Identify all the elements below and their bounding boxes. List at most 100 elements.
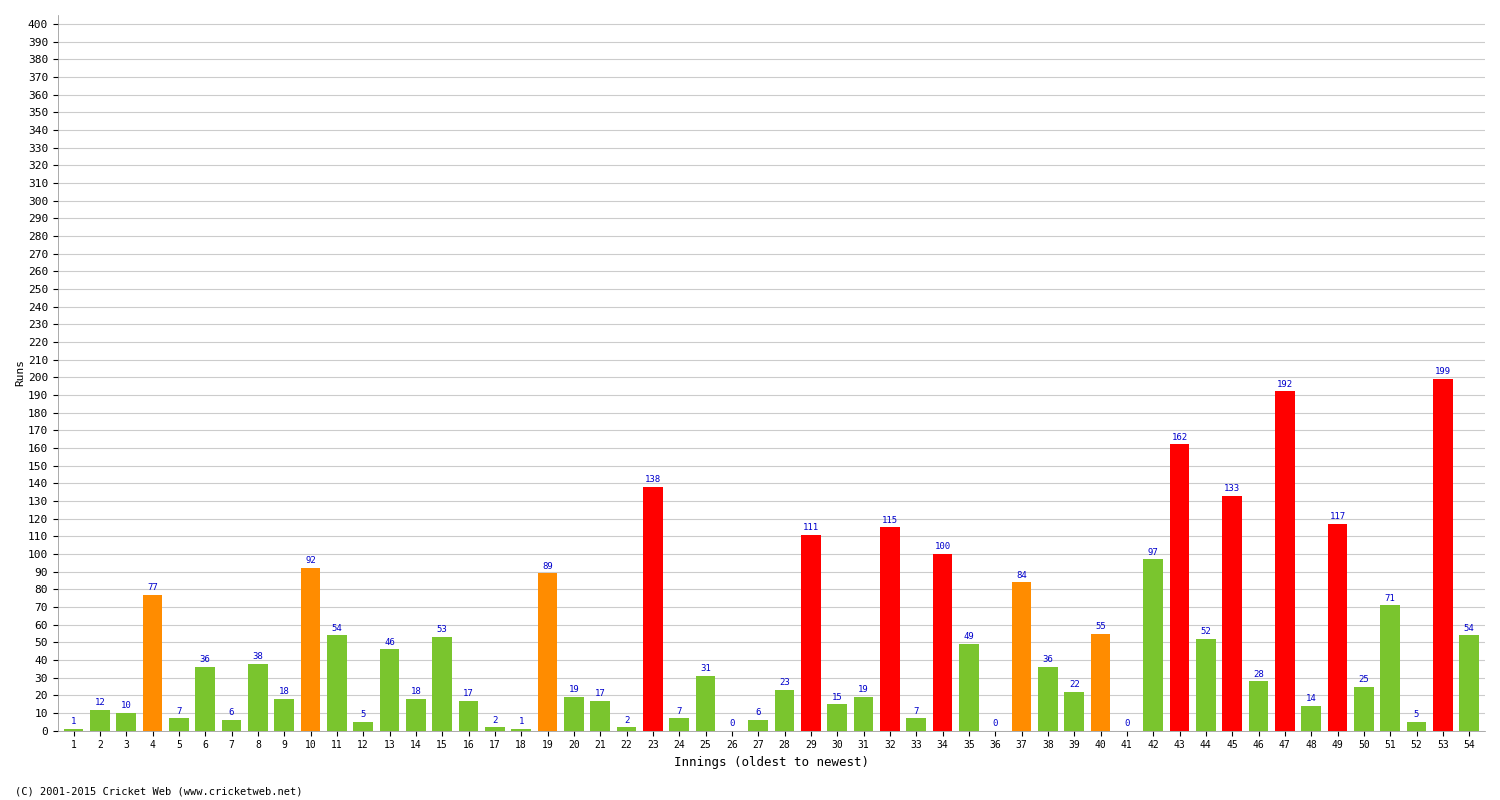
Text: 115: 115 (882, 516, 898, 525)
Bar (774, 690, 795, 730)
Bar (828, 704, 848, 730)
Text: 199: 199 (1436, 367, 1450, 376)
Text: 133: 133 (1224, 484, 1240, 493)
Text: 22: 22 (1070, 680, 1080, 689)
Text: 19: 19 (858, 686, 868, 694)
Bar (564, 697, 584, 730)
Text: 5: 5 (1414, 710, 1419, 719)
Bar (1432, 379, 1452, 730)
Bar (1248, 682, 1269, 730)
Text: 6: 6 (756, 709, 760, 718)
Text: 7: 7 (676, 706, 682, 716)
Bar (1380, 606, 1400, 730)
Text: 92: 92 (304, 557, 316, 566)
Bar (1090, 634, 1110, 730)
Bar (1143, 559, 1162, 730)
Bar (696, 676, 715, 730)
Bar (1065, 692, 1084, 730)
Bar (117, 713, 136, 730)
Text: 71: 71 (1384, 594, 1395, 602)
Text: 12: 12 (94, 698, 105, 707)
Bar (1275, 391, 1294, 730)
Bar (1302, 706, 1322, 730)
Y-axis label: Runs: Runs (15, 359, 26, 386)
Bar (1222, 496, 1242, 730)
Text: 38: 38 (252, 652, 264, 661)
Bar (380, 650, 399, 730)
Bar (248, 663, 268, 730)
Bar (906, 718, 926, 730)
Text: 111: 111 (802, 523, 819, 532)
Bar (512, 729, 531, 730)
Text: 138: 138 (645, 475, 662, 484)
Text: 19: 19 (568, 686, 579, 694)
Text: 18: 18 (279, 687, 290, 696)
Text: 17: 17 (596, 689, 606, 698)
Text: 36: 36 (200, 655, 210, 665)
Bar (880, 527, 900, 730)
Text: 7: 7 (176, 706, 181, 716)
Bar (1407, 722, 1426, 730)
Bar (300, 568, 321, 730)
Text: 89: 89 (542, 562, 554, 570)
Text: 7: 7 (914, 706, 920, 716)
Bar (90, 710, 110, 730)
Text: 117: 117 (1329, 512, 1346, 522)
Text: 5: 5 (360, 710, 366, 719)
Text: 100: 100 (934, 542, 951, 551)
Bar (1170, 445, 1190, 730)
Text: 0: 0 (1124, 719, 1130, 728)
Text: 2: 2 (624, 715, 628, 725)
Text: 192: 192 (1276, 380, 1293, 389)
Bar (669, 718, 688, 730)
Text: 55: 55 (1095, 622, 1106, 631)
Bar (1196, 639, 1215, 730)
Bar (748, 720, 768, 730)
Text: 36: 36 (1042, 655, 1053, 665)
Bar (63, 729, 84, 730)
Bar (1011, 582, 1032, 730)
Bar (933, 554, 952, 730)
Text: 15: 15 (833, 693, 843, 702)
Text: (C) 2001-2015 Cricket Web (www.cricketweb.net): (C) 2001-2015 Cricket Web (www.cricketwe… (15, 786, 303, 796)
Text: 77: 77 (147, 583, 158, 592)
Text: 23: 23 (778, 678, 790, 687)
Bar (484, 727, 506, 730)
Text: 49: 49 (963, 633, 974, 642)
Text: 28: 28 (1252, 670, 1264, 678)
Text: 0: 0 (729, 719, 735, 728)
Bar (591, 701, 610, 730)
Bar (274, 699, 294, 730)
Bar (958, 644, 978, 730)
Text: 97: 97 (1148, 548, 1158, 557)
Text: 52: 52 (1200, 627, 1210, 636)
Bar (432, 637, 451, 730)
Bar (1328, 524, 1347, 730)
Bar (1460, 635, 1479, 730)
Text: 46: 46 (384, 638, 394, 646)
Bar (222, 720, 242, 730)
Text: 1: 1 (70, 718, 76, 726)
Text: 0: 0 (993, 719, 998, 728)
Text: 31: 31 (700, 664, 711, 674)
X-axis label: Innings (oldest to newest): Innings (oldest to newest) (674, 756, 868, 769)
Text: 25: 25 (1359, 675, 1370, 684)
Text: 18: 18 (411, 687, 422, 696)
Text: 1: 1 (519, 718, 524, 726)
Bar (406, 699, 426, 730)
Bar (616, 727, 636, 730)
Text: 14: 14 (1306, 694, 1317, 703)
Text: 53: 53 (436, 626, 447, 634)
Bar (1038, 667, 1058, 730)
Bar (853, 697, 873, 730)
Bar (1354, 686, 1374, 730)
Bar (801, 534, 820, 730)
Bar (459, 701, 478, 730)
Bar (327, 635, 346, 730)
Text: 162: 162 (1172, 433, 1188, 442)
Text: 54: 54 (1464, 624, 1474, 633)
Bar (170, 718, 189, 730)
Text: 54: 54 (332, 624, 342, 633)
Bar (195, 667, 214, 730)
Bar (644, 487, 663, 730)
